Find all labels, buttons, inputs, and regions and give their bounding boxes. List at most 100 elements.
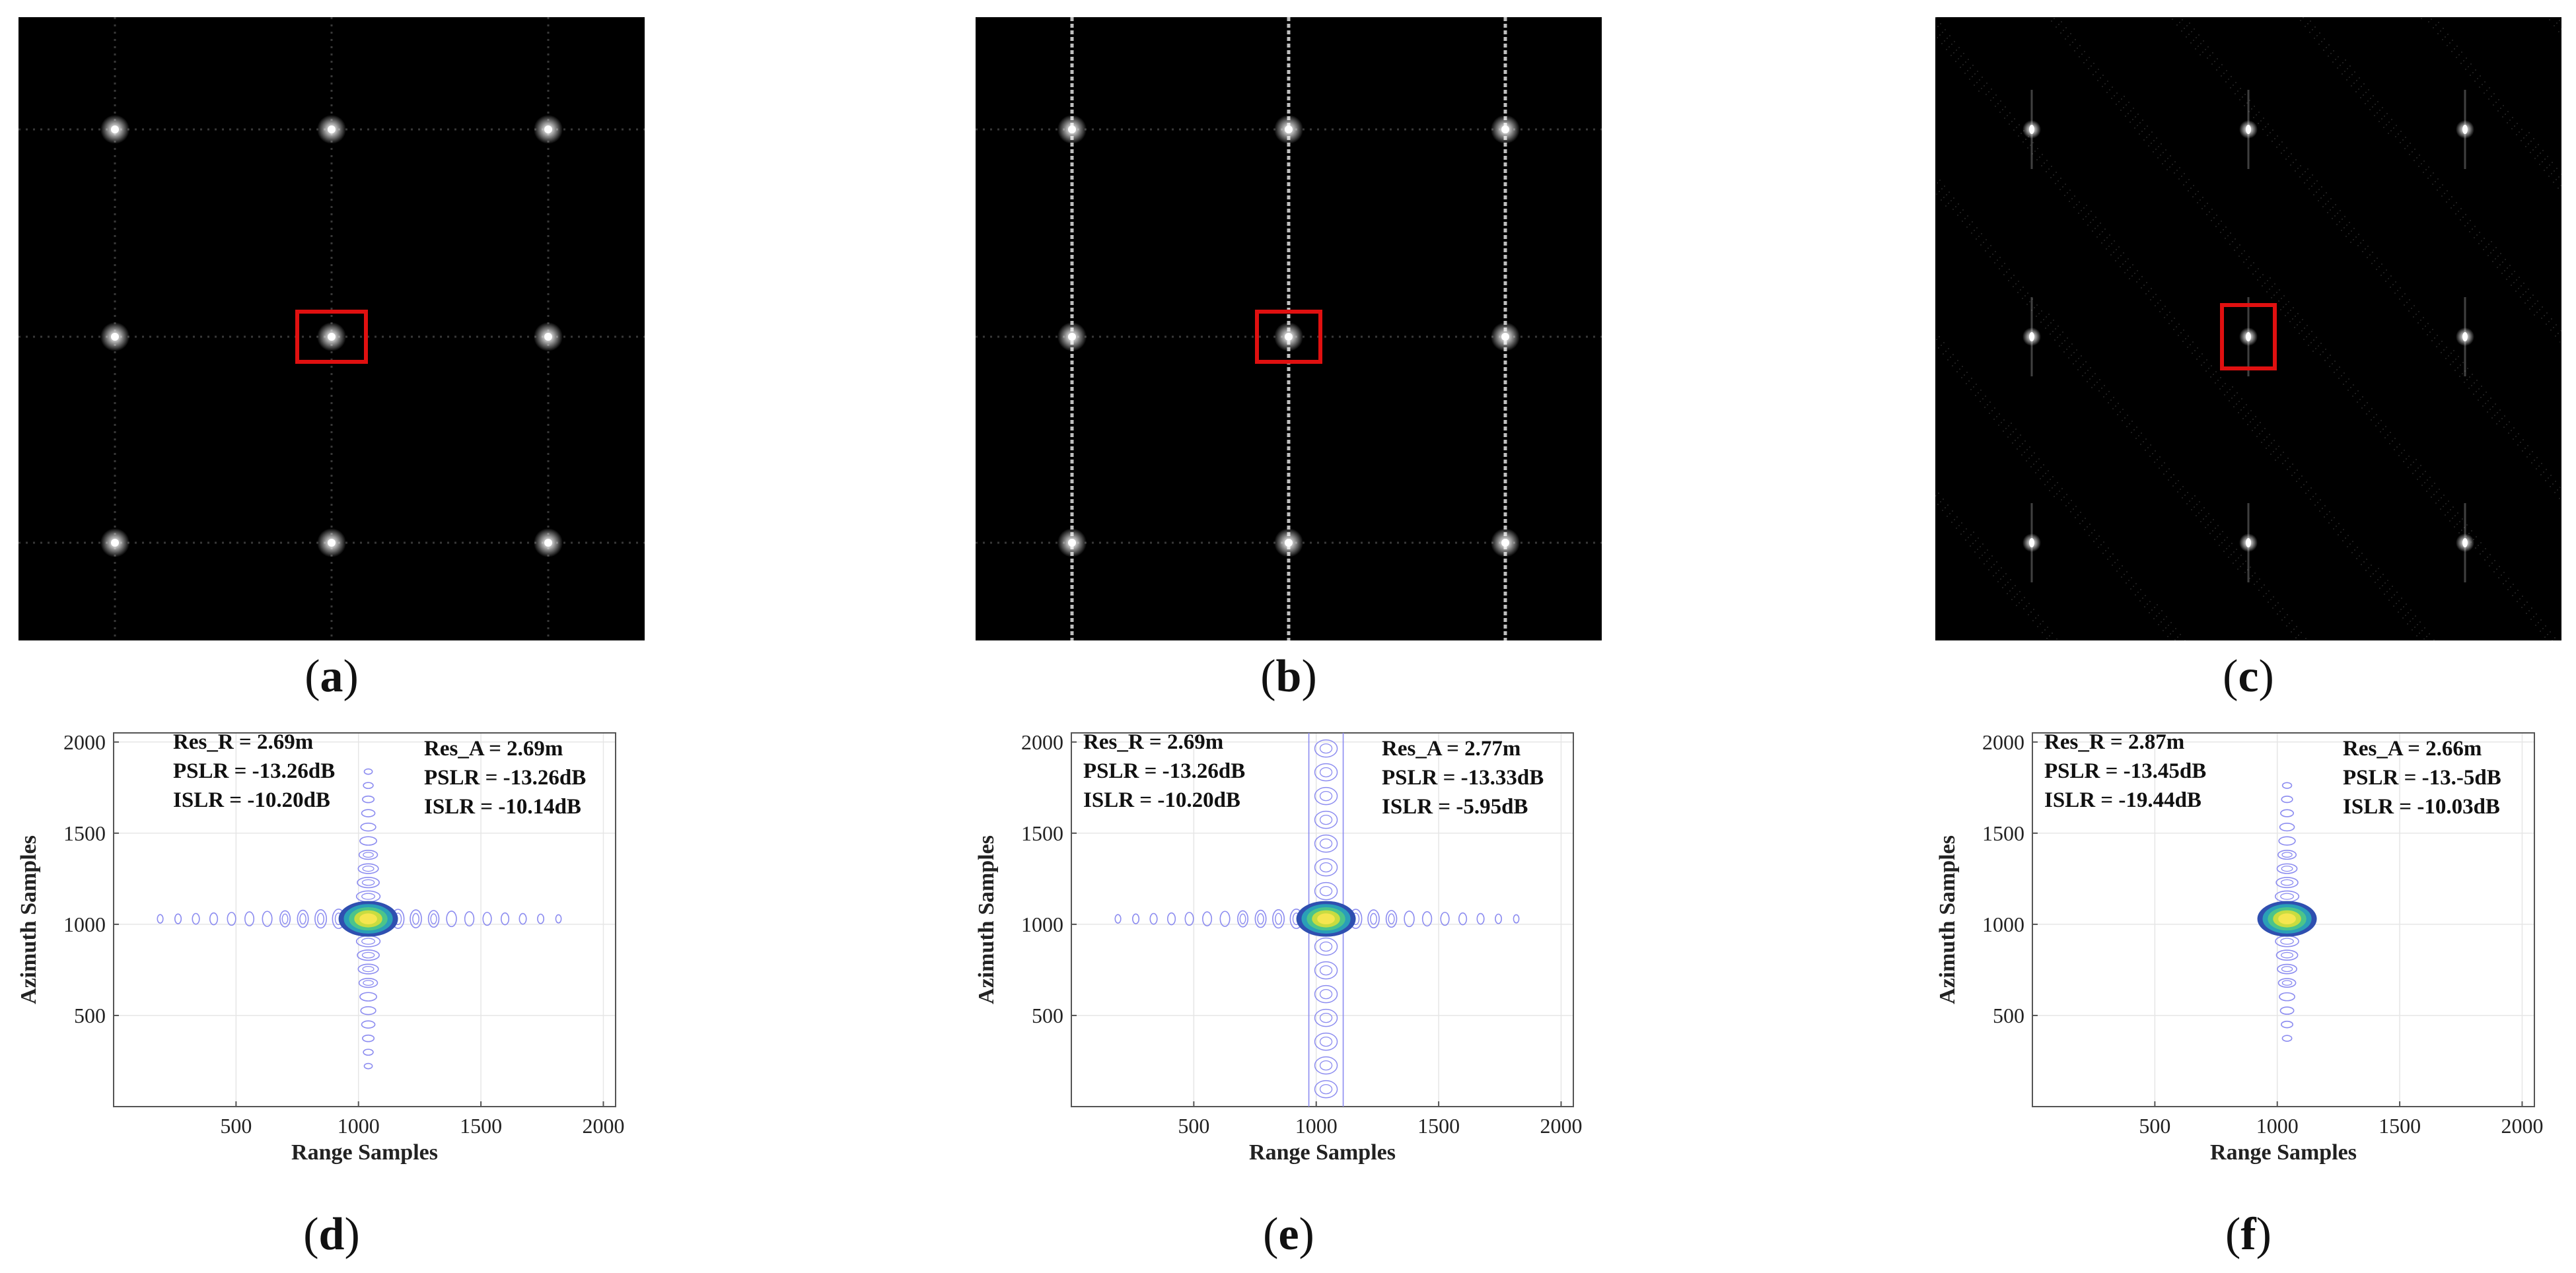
speckle: [2110, 254, 2112, 256]
speckle: [2192, 341, 2194, 343]
speckle: [1985, 250, 1986, 252]
speckle: [2363, 94, 2364, 96]
speckle: [2349, 77, 2350, 78]
speckle: [2136, 281, 2137, 283]
speckle: [2534, 314, 2535, 316]
point-target: [111, 333, 119, 341]
speckle: [2354, 71, 2355, 73]
azimuth-sidelobe: [1314, 984, 1338, 1004]
speckle: [2255, 416, 2256, 417]
speckle: [1983, 242, 1984, 243]
speckle: [2542, 306, 2543, 308]
speckle: [2175, 628, 2176, 629]
speckle: [2317, 502, 2318, 503]
point-target: [1285, 539, 1293, 547]
speckle: [2536, 457, 2538, 458]
speckle: [2334, 215, 2336, 217]
speckle: [2494, 560, 2495, 561]
speckle: [2314, 38, 2315, 39]
speckle: [2414, 305, 2415, 306]
speckle: [2021, 454, 2022, 456]
speckle: [2176, 170, 2178, 171]
plot-frame: [2032, 732, 2535, 1107]
speckle: [2545, 480, 2546, 481]
speckle: [2396, 125, 2397, 126]
speckle: [1964, 73, 1966, 74]
speckle: [2334, 517, 2335, 518]
speckle: [2369, 109, 2371, 110]
speckle: [2262, 129, 2264, 130]
speckle: [2349, 543, 2351, 545]
speckle: [2374, 115, 2375, 116]
azimuth-sidelobe: [1319, 790, 1333, 802]
speckle: [2552, 483, 2554, 485]
speckle: [2075, 506, 2077, 507]
speckle: [2249, 100, 2250, 101]
speckle: [2475, 547, 2476, 549]
speckle: [2061, 488, 2063, 489]
speckle: [2336, 369, 2338, 370]
range-sidelobe: [317, 912, 325, 925]
speckle: [2518, 433, 2519, 434]
speckle: [1951, 522, 1952, 523]
speckle: [2007, 115, 2008, 116]
speckle: [2369, 411, 2370, 412]
point-target: [328, 539, 336, 547]
y-tick-label: 1500: [1021, 821, 1063, 845]
speckle: [2540, 619, 2542, 621]
speckle: [2396, 446, 2398, 448]
speckle: [2457, 367, 2458, 368]
speckle: [2031, 310, 2032, 311]
speckle: [2222, 386, 2223, 387]
speckle: [2061, 499, 2062, 500]
speckle: [2174, 161, 2176, 162]
azimuth-sidelobe: [358, 849, 378, 860]
metric-range-line: ISLR = -10.20dB: [1083, 788, 1240, 812]
y-axis-label: Azimuth Samples: [974, 835, 999, 1004]
speckle: [2517, 444, 2519, 446]
speckle: [1993, 575, 1994, 576]
speckle: [2412, 629, 2413, 631]
speckle: [2244, 250, 2245, 252]
speckle: [2182, 341, 2184, 342]
speckle: [2172, 631, 2174, 632]
speckle: [2058, 24, 2059, 25]
speckle: [2073, 207, 2075, 208]
speckle: [1944, 186, 1945, 187]
contour-plot-e: 500 1000 1500 2000 500 1000 1500 2000 Range Samp…: [958, 720, 1592, 1202]
speckle: [1959, 368, 1960, 370]
speckle: [2154, 462, 2155, 463]
speckle: [2299, 478, 2300, 479]
speckle: [1974, 230, 1975, 231]
speckle: [2268, 590, 2270, 592]
speckle: [2110, 556, 2111, 557]
speckle: [2293, 629, 2295, 630]
speckle: [2128, 102, 2129, 103]
azimuth-sidelobe: [1319, 767, 1333, 778]
speckle: [2274, 283, 2275, 285]
y-tick-label: 2000: [1982, 730, 2024, 754]
speckle: [2393, 605, 2394, 607]
speckle: [2220, 232, 2221, 233]
speckle: [2130, 588, 2131, 590]
speckle: [2126, 426, 2128, 427]
speckle: [2272, 607, 2273, 609]
speckle: [2525, 291, 2526, 292]
speckle: [1948, 203, 1949, 204]
speckle: [2311, 186, 2312, 187]
speckle: [2502, 261, 2503, 263]
speckle: [2195, 48, 2196, 50]
speckle: [2345, 59, 2346, 61]
speckle: [2267, 280, 2268, 281]
speckle: [2233, 406, 2235, 407]
speckle: [2013, 431, 2014, 432]
speckle: [2414, 160, 2415, 161]
point-target: [544, 333, 552, 341]
speckle: [2469, 231, 2470, 232]
speckle: [2188, 190, 2189, 191]
speckle: [2495, 258, 2496, 259]
x-tick-label: 500: [220, 1114, 252, 1138]
speckle: [2445, 36, 2446, 38]
speckle: [2073, 363, 2074, 364]
speckle: [2057, 180, 2059, 182]
